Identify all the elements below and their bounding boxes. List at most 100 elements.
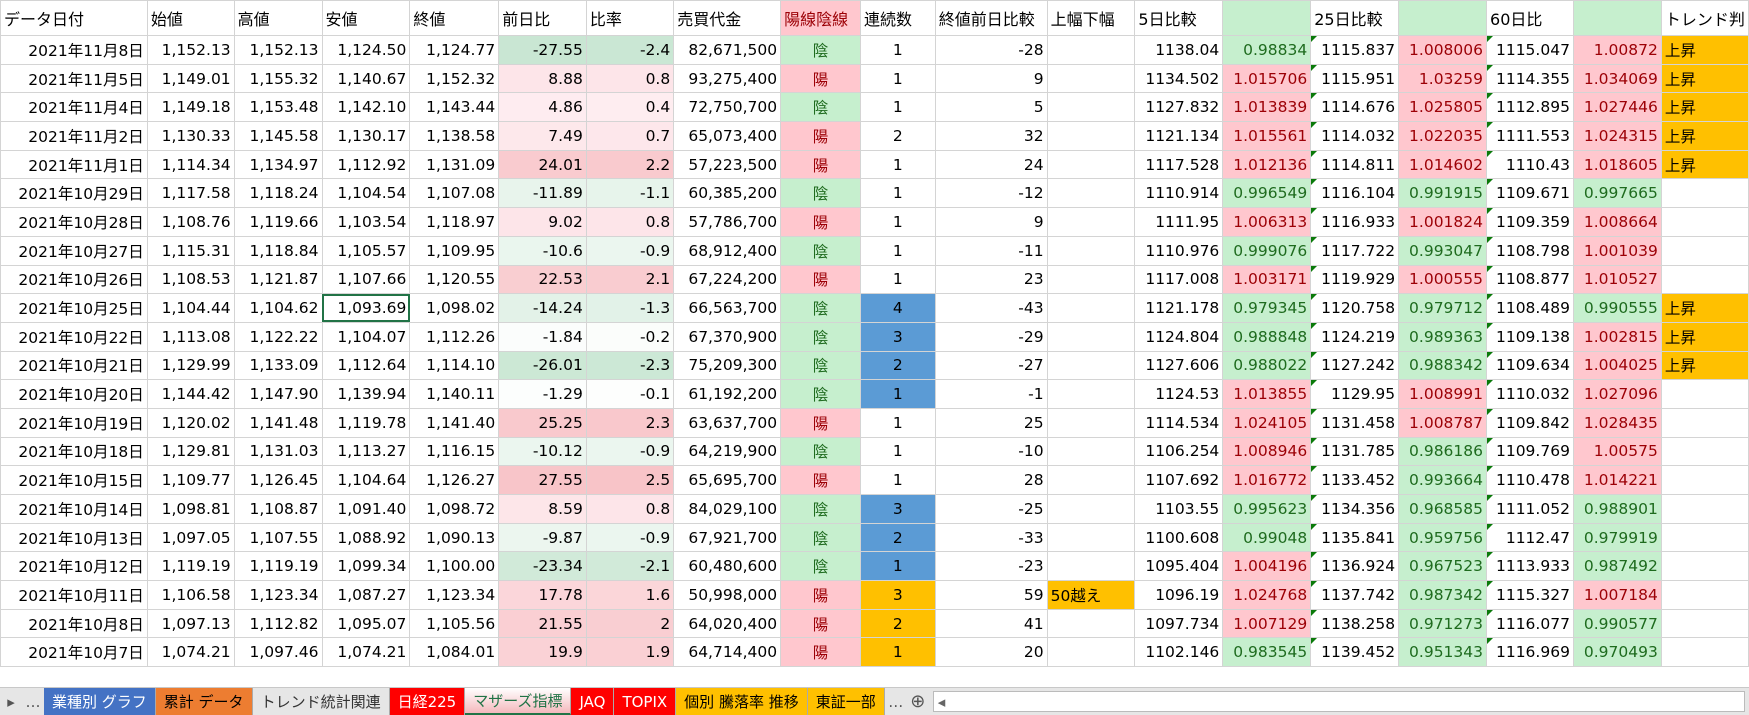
cell-col-16[interactable]: 1116.969 [1486, 637, 1574, 668]
cell-col-7[interactable]: 65,695,700 [673, 465, 782, 495]
cell-col-14[interactable]: 1133.452 [1310, 465, 1400, 495]
cell-col-10[interactable]: -25 [934, 494, 1048, 524]
cell-col-13[interactable]: 0.996549 [1222, 178, 1312, 209]
cell-col-9[interactable]: 1 [859, 92, 936, 123]
cell-col-4[interactable]: 1,100.00 [409, 551, 500, 582]
sheet-tab[interactable]: 東証一部 [807, 688, 885, 715]
cell-col-3[interactable]: 1,107.66 [321, 264, 411, 295]
header-cell[interactable]: 始値 [146, 0, 235, 36]
scroll-left-icon[interactable]: ◂ [937, 692, 946, 711]
cell-col-16[interactable]: 1108.798 [1486, 235, 1574, 266]
cell-col-0[interactable]: 2021年10月11日 [0, 580, 148, 610]
sheet-tab[interactable]: マザーズ指標 [465, 688, 572, 715]
cell-col-9[interactable]: 1 [859, 407, 936, 438]
cell-col-14[interactable]: 1114.032 [1310, 121, 1400, 151]
cell-col-5[interactable]: -9.87 [498, 522, 587, 553]
cell-col-3[interactable]: 1,103.54 [321, 207, 411, 237]
cell-col-16[interactable]: 1108.877 [1486, 264, 1574, 295]
cell-col-15[interactable]: 1.000555 [1398, 264, 1488, 295]
cell-col-15[interactable]: 1.008991 [1398, 379, 1488, 409]
cell-col-7[interactable]: 64,219,900 [673, 436, 782, 467]
cell-col-1[interactable]: 1,106.58 [146, 580, 235, 610]
cell-col-12[interactable]: 1097.734 [1134, 608, 1224, 639]
cell-col-8[interactable]: 陰 [780, 551, 861, 582]
cell-col-4[interactable]: 1,143.44 [409, 92, 500, 123]
cell-col-14[interactable]: 1114.676 [1310, 92, 1400, 123]
cell-col-0[interactable]: 2021年10月8日 [0, 608, 148, 639]
cell-col-4[interactable]: 1,105.56 [409, 608, 500, 639]
cell-col-1[interactable]: 1,152.13 [146, 35, 235, 65]
header-cell[interactable]: 上幅下幅 [1046, 0, 1136, 36]
cell-col-18[interactable] [1660, 407, 1749, 438]
cell-col-6[interactable]: 2 [585, 608, 675, 639]
cell-col-6[interactable]: -1.3 [585, 293, 675, 323]
cell-col-2[interactable]: 1,121.87 [233, 264, 323, 295]
cell-col-4[interactable]: 1,116.15 [409, 436, 500, 467]
cell-col-17[interactable]: 1.007184 [1572, 580, 1662, 610]
cell-col-13[interactable]: 1.015706 [1222, 63, 1312, 94]
cell-col-7[interactable]: 66,563,700 [673, 293, 782, 323]
cell-col-5[interactable]: 22.53 [498, 264, 587, 295]
cell-col-14[interactable]: 1116.933 [1310, 207, 1400, 237]
cell-col-6[interactable]: 0.8 [585, 494, 675, 524]
cell-col-5[interactable]: 25.25 [498, 407, 587, 438]
tab-more-right[interactable]: … [888, 692, 904, 711]
cell-col-17[interactable]: 1.002815 [1572, 321, 1662, 352]
cell-col-17[interactable]: 1.014221 [1572, 465, 1662, 495]
cell-col-10[interactable]: -33 [934, 522, 1048, 553]
cell-col-4[interactable]: 1,098.02 [409, 293, 500, 323]
cell-col-11[interactable] [1046, 436, 1136, 467]
cell-col-13[interactable]: 0.995623 [1222, 494, 1312, 524]
cell-col-6[interactable]: 2.1 [585, 264, 675, 295]
cell-col-6[interactable]: -0.2 [585, 321, 675, 352]
cell-col-4[interactable]: 1,090.13 [409, 522, 500, 553]
cell-col-2[interactable]: 1,155.32 [233, 63, 323, 94]
cell-col-6[interactable]: -2.4 [585, 35, 675, 65]
cell-col-16[interactable]: 1109.671 [1486, 178, 1574, 209]
cell-col-8[interactable]: 陰 [780, 522, 861, 553]
cell-col-14[interactable]: 1127.242 [1310, 350, 1400, 381]
cell-col-13[interactable]: 1.006313 [1222, 207, 1312, 237]
cell-col-9[interactable]: 1 [859, 149, 936, 180]
cell-col-8[interactable]: 陽 [780, 608, 861, 639]
cell-col-8[interactable]: 陰 [780, 293, 861, 323]
cell-col-9[interactable]: 4 [859, 293, 936, 323]
cell-col-12[interactable]: 1103.55 [1134, 494, 1224, 524]
cell-col-7[interactable]: 75,209,300 [673, 350, 782, 381]
sheet-tab[interactable]: 業種別 グラフ [44, 688, 156, 715]
cell-col-18[interactable] [1660, 580, 1749, 610]
cell-col-1[interactable]: 1,119.19 [146, 551, 235, 582]
cell-col-9[interactable]: 1 [859, 465, 936, 495]
cell-col-4[interactable]: 1,131.09 [409, 149, 500, 180]
cell-col-10[interactable]: 59 [934, 580, 1048, 610]
cell-col-3[interactable]: 1,104.07 [321, 321, 411, 352]
cell-col-7[interactable]: 57,786,700 [673, 207, 782, 237]
cell-col-15[interactable]: 1.008787 [1398, 407, 1488, 438]
cell-col-13[interactable]: 1.024768 [1222, 580, 1312, 610]
cell-col-2[interactable]: 1,118.24 [233, 178, 323, 209]
cell-col-7[interactable]: 64,714,400 [673, 637, 782, 668]
cell-col-14[interactable]: 1115.837 [1310, 35, 1400, 65]
cell-col-16[interactable]: 1110.032 [1486, 379, 1574, 409]
cell-col-2[interactable]: 1,123.34 [233, 580, 323, 610]
cell-col-7[interactable]: 64,020,400 [673, 608, 782, 639]
cell-col-0[interactable]: 2021年11月1日 [0, 149, 148, 180]
cell-col-3[interactable]: 1,093.69 [321, 293, 411, 323]
cell-col-10[interactable]: -1 [934, 379, 1048, 409]
cell-col-13[interactable]: 1.013855 [1222, 379, 1312, 409]
cell-col-18[interactable] [1660, 522, 1749, 553]
cell-col-16[interactable]: 1115.327 [1486, 580, 1574, 610]
cell-col-8[interactable]: 陽 [780, 407, 861, 438]
cell-col-3[interactable]: 1,119.78 [321, 407, 411, 438]
cell-col-10[interactable]: 28 [934, 465, 1048, 495]
cell-col-0[interactable]: 2021年10月12日 [0, 551, 148, 582]
cell-col-18[interactable]: 上昇 [1660, 293, 1749, 323]
cell-col-17[interactable]: 1.001039 [1572, 235, 1662, 266]
header-cell[interactable]: 5日比較 [1134, 0, 1224, 36]
cell-col-17[interactable]: 1.004025 [1572, 350, 1662, 381]
cell-col-15[interactable]: 0.993664 [1398, 465, 1488, 495]
cell-col-18[interactable] [1660, 264, 1749, 295]
header-cell[interactable]: データ日付 [0, 0, 148, 36]
cell-col-5[interactable]: 21.55 [498, 608, 587, 639]
cell-col-1[interactable]: 1,074.21 [146, 637, 235, 668]
